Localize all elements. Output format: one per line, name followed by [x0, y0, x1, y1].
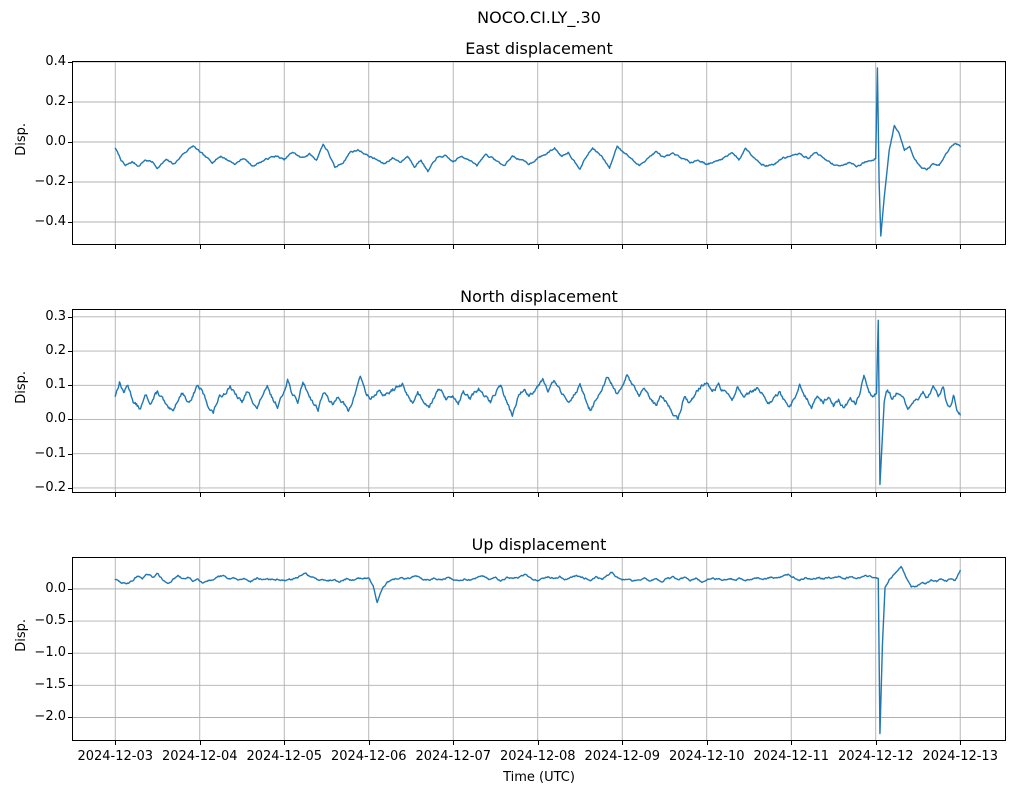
y-tick-label: 0.4: [45, 54, 66, 69]
y-tick-label: −1.5: [34, 677, 66, 693]
y-tick-mark: [68, 142, 72, 143]
x-tick-mark: [875, 741, 877, 745]
subplot-title-east: East displacement: [465, 39, 613, 58]
x-tick-mark: [960, 741, 962, 745]
x-tick-mark: [368, 245, 370, 249]
y-tick-mark: [68, 222, 72, 223]
x-tick-mark: [453, 245, 455, 249]
x-tick-mark: [537, 493, 539, 497]
x-tick-label: 2024-12-06: [330, 749, 407, 764]
x-tick-mark: [199, 245, 201, 249]
y-tick-label: −2.0: [34, 709, 66, 725]
x-tick-mark: [199, 741, 201, 745]
x-axis-label: Time (UTC): [503, 770, 575, 785]
x-tick-mark: [115, 245, 117, 249]
y-tick-label: −0.5: [34, 613, 66, 629]
y-tick-label: −0.2: [34, 174, 66, 189]
plot-area-east: [72, 61, 1006, 245]
y-tick-label: 0.1: [45, 377, 66, 393]
y-tick-mark: [68, 653, 72, 655]
y-tick-mark: [68, 453, 72, 455]
x-tick-mark: [115, 493, 117, 497]
y-tick-mark: [68, 182, 72, 183]
x-tick-mark: [875, 493, 877, 497]
x-tick-mark: [706, 493, 708, 497]
y-tick-mark: [68, 419, 72, 421]
y-tick-mark: [68, 685, 72, 687]
y-tick-label: 0.3: [45, 308, 66, 324]
x-tick-mark: [284, 493, 286, 497]
y-tick-label: −0.1: [34, 445, 66, 461]
y-tick-mark: [68, 316, 72, 318]
x-tick-label: 2024-12-12: [837, 749, 914, 764]
x-tick-mark: [115, 741, 117, 745]
figure-title: NOCO.CI.LY_.30: [477, 8, 601, 27]
x-tick-mark: [622, 245, 624, 249]
x-tick-mark: [199, 493, 201, 497]
x-tick-mark: [706, 245, 708, 249]
x-tick-mark: [791, 493, 793, 497]
y-tick-mark: [68, 588, 72, 590]
x-tick-label: 2024-12-04: [161, 749, 238, 764]
x-tick-mark: [368, 741, 370, 745]
line-chart-canvas-up: [73, 558, 1005, 740]
y-tick-mark: [68, 717, 72, 719]
x-tick-mark: [875, 245, 877, 249]
x-tick-label: 2024-12-13: [922, 749, 998, 764]
x-tick-label: 2024-12-09: [584, 749, 660, 764]
x-tick-label: 2024-12-07: [415, 749, 492, 764]
x-tick-mark: [622, 493, 624, 497]
line-chart-canvas-north: [73, 310, 1005, 492]
plot-area-north: [72, 309, 1006, 493]
y-tick-mark: [68, 351, 72, 353]
x-tick-mark: [706, 741, 708, 745]
subplot-title-north: North displacement: [460, 287, 618, 306]
line-chart-canvas-east: [73, 62, 1005, 244]
x-tick-mark: [284, 245, 286, 249]
y-tick-mark: [68, 62, 72, 63]
x-tick-label: 2024-12-10: [668, 749, 745, 764]
x-tick-mark: [537, 741, 539, 745]
y-tick-mark: [68, 102, 72, 103]
y-tick-mark: [68, 385, 72, 387]
y-tick-label: −0.2: [34, 479, 66, 495]
x-tick-mark: [537, 245, 539, 249]
x-tick-label: 2024-12-11: [753, 749, 829, 764]
x-tick-mark: [960, 493, 962, 497]
x-tick-label: 2024-12-03: [77, 749, 154, 764]
y-tick-label: 0.0: [45, 580, 66, 596]
x-tick-mark: [453, 741, 455, 745]
x-tick-mark: [284, 741, 286, 745]
x-tick-label: 2024-12-05: [246, 749, 323, 764]
y-tick-mark: [68, 487, 72, 489]
x-tick-mark: [791, 741, 793, 745]
x-tick-mark: [960, 245, 962, 249]
y-tick-label: −1.0: [34, 645, 66, 661]
x-tick-mark: [622, 741, 624, 745]
x-tick-mark: [453, 493, 455, 497]
x-tick-mark: [368, 493, 370, 497]
y-tick-label: −0.4: [34, 214, 66, 229]
x-tick-mark: [791, 245, 793, 249]
plot-area-up: [72, 557, 1006, 741]
y-tick-label: 0.2: [45, 94, 66, 109]
y-tick-mark: [68, 621, 72, 623]
y-tick-label: 0.0: [45, 411, 66, 427]
subplot-title-up: Up displacement: [471, 535, 607, 554]
y-tick-label: 0.0: [45, 134, 66, 149]
y-tick-label: 0.2: [45, 343, 66, 359]
x-tick-label: 2024-12-08: [499, 749, 576, 764]
